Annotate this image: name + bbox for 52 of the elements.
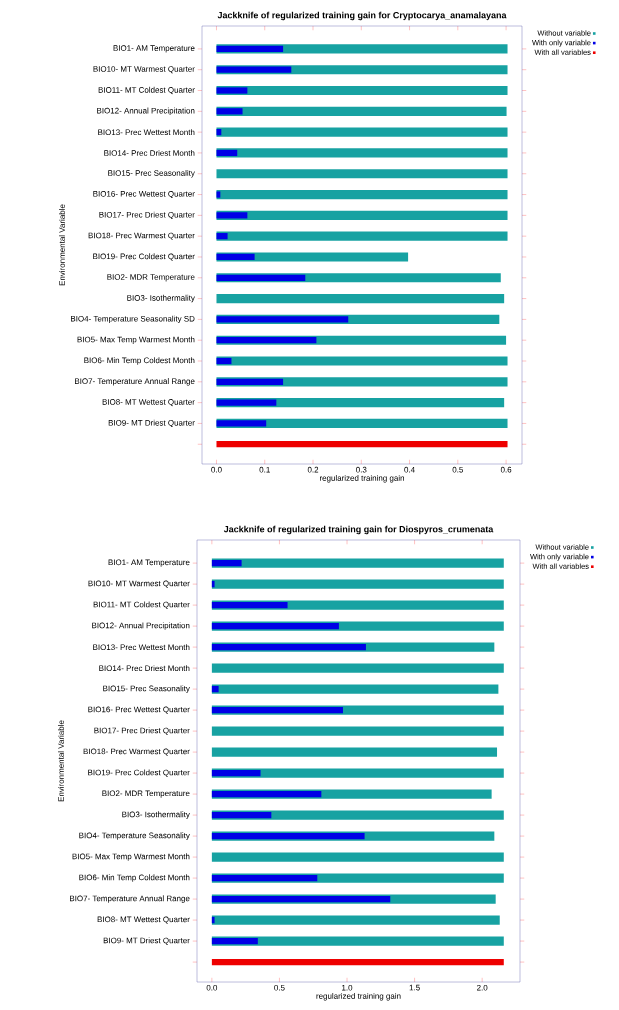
bar	[211, 747, 498, 757]
bar	[211, 684, 499, 694]
bar	[216, 420, 267, 427]
bar	[211, 790, 322, 798]
chart-title: Jackknife of regularized training gain for Diospyros_crumenata	[223, 525, 494, 535]
bar	[211, 832, 365, 840]
bar	[211, 726, 504, 736]
bar	[211, 685, 219, 693]
bar	[216, 191, 221, 198]
bar	[216, 87, 248, 94]
chart-title: Jackknife of regularized training gain for Cryptocarya_anamalayana	[217, 11, 507, 21]
bar	[211, 936, 504, 946]
bar	[211, 643, 366, 651]
bar	[216, 294, 505, 304]
bar	[216, 356, 508, 366]
bar	[216, 210, 508, 220]
bar	[211, 558, 504, 568]
bar	[216, 108, 243, 115]
bar	[211, 580, 215, 588]
bar	[216, 337, 317, 344]
bar	[211, 852, 504, 862]
bar	[216, 357, 232, 365]
bar	[216, 233, 228, 240]
bar	[211, 937, 258, 945]
bar	[211, 559, 242, 567]
bar	[211, 958, 504, 966]
bar	[211, 622, 339, 630]
bar	[216, 441, 508, 448]
bar	[216, 399, 277, 406]
bar	[211, 874, 318, 882]
bar	[216, 189, 508, 200]
bar	[216, 378, 284, 385]
bar	[216, 316, 349, 323]
bar	[216, 169, 508, 179]
bar	[216, 274, 306, 281]
bar	[216, 129, 222, 136]
bar	[216, 45, 284, 53]
bar	[211, 916, 215, 924]
bar	[211, 895, 391, 903]
bar	[216, 85, 508, 96]
bar	[216, 106, 507, 116]
bar	[211, 579, 504, 589]
bar	[216, 231, 508, 241]
bar	[211, 915, 500, 925]
bar	[211, 663, 504, 673]
bar	[216, 148, 508, 158]
bar	[211, 601, 288, 609]
bar	[216, 66, 292, 73]
bar	[216, 127, 508, 137]
bar	[211, 706, 343, 714]
bar	[216, 212, 248, 219]
bar	[216, 149, 238, 157]
